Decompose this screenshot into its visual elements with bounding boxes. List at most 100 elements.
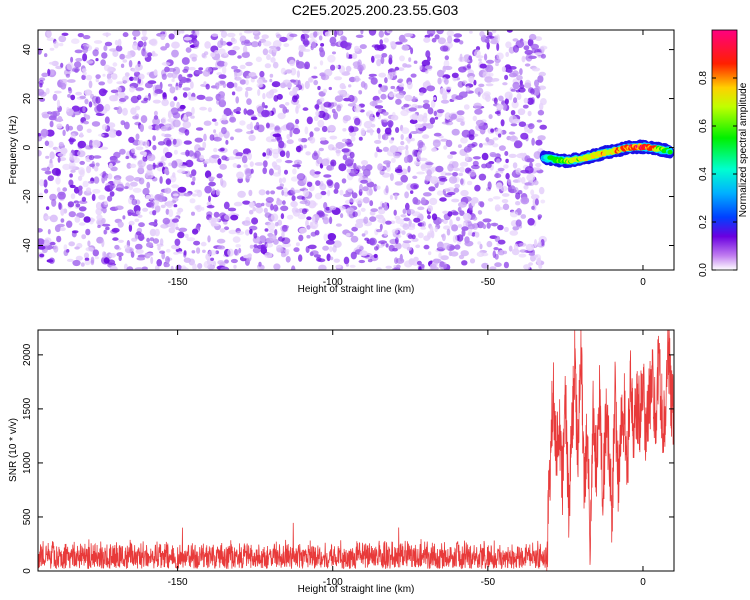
noise-blob bbox=[481, 152, 489, 161]
noise-blob bbox=[507, 178, 512, 186]
noise-blob bbox=[524, 63, 531, 67]
noise-blob bbox=[127, 209, 134, 215]
noise-blob bbox=[360, 128, 365, 136]
noise-blob bbox=[306, 234, 311, 239]
noise-blob bbox=[436, 30, 444, 35]
noise-blob bbox=[135, 210, 141, 215]
noise-blob bbox=[504, 98, 509, 105]
x-tick-label: -100 bbox=[323, 277, 343, 288]
noise-blob bbox=[132, 30, 141, 37]
noise-blob bbox=[293, 79, 300, 86]
noise-blob bbox=[421, 123, 430, 127]
noise-blob bbox=[363, 120, 373, 129]
noise-blob bbox=[434, 116, 439, 120]
noise-blob bbox=[350, 251, 357, 260]
noise-blob bbox=[273, 204, 279, 212]
noise-blob bbox=[215, 189, 220, 196]
noise-blob bbox=[477, 210, 483, 215]
noise-blob bbox=[67, 201, 75, 208]
noise-blob bbox=[420, 163, 427, 172]
noise-blob bbox=[440, 138, 449, 142]
noise-blob bbox=[505, 172, 510, 180]
noise-blob bbox=[190, 181, 195, 186]
noise-blob bbox=[152, 117, 161, 126]
noise-blob bbox=[49, 241, 56, 246]
noise-blob bbox=[377, 218, 387, 224]
noise-blob bbox=[367, 259, 373, 263]
noise-blob bbox=[428, 186, 436, 192]
noise-blob bbox=[83, 216, 91, 223]
noise-blob bbox=[173, 96, 178, 101]
noise-blob bbox=[129, 181, 138, 187]
noise-blob bbox=[73, 110, 81, 116]
noise-blob bbox=[535, 139, 543, 146]
noise-blob bbox=[82, 180, 89, 188]
noise-blob bbox=[117, 221, 124, 228]
noise-blob bbox=[453, 187, 460, 193]
noise-blob bbox=[107, 195, 113, 202]
noise-blob bbox=[295, 59, 300, 65]
noise-blob bbox=[497, 224, 504, 231]
noise-blob bbox=[349, 151, 355, 159]
noise-blob bbox=[84, 98, 89, 105]
noise-blob bbox=[433, 259, 439, 265]
noise-blob bbox=[428, 251, 432, 256]
noise-blob bbox=[517, 108, 526, 116]
y-tick-label: 0 bbox=[22, 568, 33, 574]
noise-blob bbox=[174, 238, 181, 246]
noise-blob bbox=[479, 201, 485, 208]
noise-blob bbox=[234, 155, 243, 160]
noise-blob bbox=[484, 76, 494, 83]
noise-blob bbox=[413, 217, 421, 223]
noise-blob bbox=[392, 43, 397, 48]
noise-blob bbox=[119, 148, 126, 155]
noise-blob bbox=[232, 46, 240, 51]
noise-blob bbox=[168, 162, 172, 167]
x-tick-label: -50 bbox=[481, 277, 496, 288]
noise-blob bbox=[159, 250, 166, 254]
noise-blob bbox=[154, 194, 162, 201]
noise-blob bbox=[147, 52, 153, 57]
noise-blob bbox=[373, 183, 378, 192]
noise-blob bbox=[382, 111, 389, 116]
noise-blob bbox=[376, 44, 385, 51]
noise-blob bbox=[56, 99, 61, 108]
noise-blob bbox=[328, 86, 332, 91]
noise-blob bbox=[107, 173, 113, 180]
noise-blob bbox=[489, 266, 497, 270]
noise-blob bbox=[156, 259, 162, 267]
noise-blob bbox=[502, 250, 508, 255]
y-tick-label: 1000 bbox=[22, 451, 33, 474]
noise-blob bbox=[316, 257, 322, 262]
noise-blob bbox=[88, 140, 94, 148]
noise-blob bbox=[352, 211, 358, 218]
y-tick-label: 0 bbox=[22, 144, 33, 150]
noise-blob bbox=[313, 66, 317, 70]
x-tick-label: -50 bbox=[481, 577, 496, 588]
noise-blob bbox=[282, 106, 288, 114]
noise-blob bbox=[309, 221, 313, 227]
noise-blob bbox=[384, 85, 388, 90]
noise-blob bbox=[81, 234, 87, 240]
noise-blob bbox=[180, 265, 187, 270]
noise-blob bbox=[112, 237, 119, 241]
noise-blob bbox=[284, 248, 290, 253]
noise-blob bbox=[171, 184, 180, 189]
noise-blob bbox=[100, 59, 106, 66]
noise-blob bbox=[254, 162, 264, 166]
noise-blob bbox=[74, 61, 82, 68]
noise-blob bbox=[165, 178, 172, 185]
noise-blob bbox=[315, 180, 321, 187]
noise-blob bbox=[303, 189, 309, 198]
noise-blob bbox=[523, 264, 531, 270]
noise-blob bbox=[292, 168, 297, 175]
noise-blob bbox=[354, 45, 360, 52]
noise-blob bbox=[291, 265, 296, 270]
noise-blob bbox=[501, 199, 509, 204]
noise-blob bbox=[520, 176, 526, 184]
noise-blob bbox=[377, 108, 382, 113]
noise-blob bbox=[351, 192, 358, 199]
noise-blob bbox=[413, 199, 421, 206]
noise-blob bbox=[270, 190, 276, 195]
noise-blob bbox=[149, 228, 157, 237]
